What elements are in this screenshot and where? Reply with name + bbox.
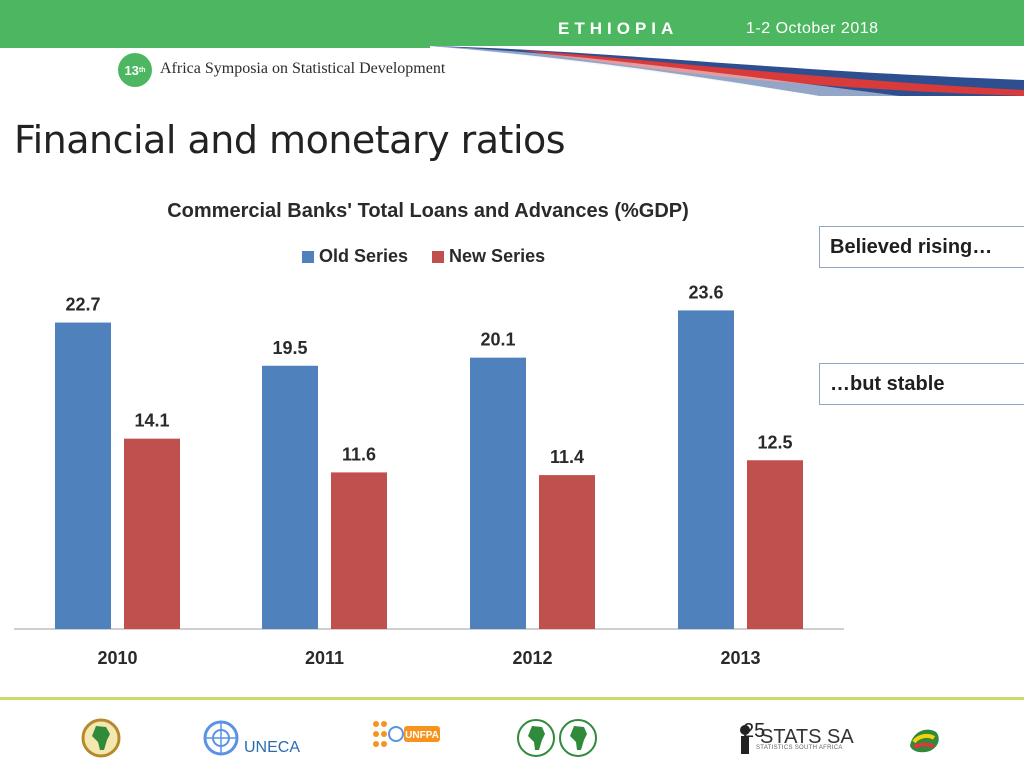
svg-text:UNFPA: UNFPA — [405, 730, 439, 741]
bar-new-series-2013 — [747, 460, 803, 629]
bar-new-series-2010 — [124, 438, 180, 629]
african-union-logo — [81, 718, 121, 758]
afdb-logo — [517, 719, 597, 757]
chart-title: Commercial Banks' Total Loans and Advanc… — [167, 200, 689, 222]
stats-sa-label: STATS SA — [760, 726, 854, 748]
unfpa-logo: UNFPA — [373, 721, 440, 747]
data-label-old-2010: 22.7 — [65, 295, 100, 315]
data-label-new-2013: 12.5 — [757, 432, 792, 452]
legend-item-old: Old Series — [302, 246, 408, 267]
page-title: Financial and monetary ratios — [14, 118, 566, 162]
stats-sa-figure-icon — [740, 725, 750, 754]
bar-old-series-2013 — [678, 310, 734, 629]
legend-label-old: Old Series — [319, 246, 409, 266]
badge-suffix: th — [138, 66, 146, 74]
stats-sa-sublabel: STATISTICS SOUTH AFRICA — [756, 745, 843, 751]
callout-but-stable: …but stable — [819, 363, 1024, 405]
banner-country: ETHIOPIA — [558, 19, 679, 38]
chart-legend: Old Series New Series — [302, 246, 545, 267]
bar-old-series-2012 — [470, 357, 526, 629]
data-label-old-2013: 23.6 — [688, 282, 723, 302]
banner-graphic — [0, 0, 1024, 96]
x-tick-label-2010: 2010 — [97, 648, 137, 668]
x-tick-label-2011: 2011 — [305, 648, 344, 668]
x-tick-label-2012: 2012 — [512, 648, 552, 668]
x-tick-label-2013: 2013 — [720, 648, 760, 668]
data-label-new-2011: 11.6 — [342, 444, 376, 464]
uneca-label: UNECA — [244, 739, 301, 756]
banner-date: 1-2 October 2018 — [746, 20, 879, 37]
un-logo — [203, 720, 239, 756]
legend-label-new: New Series — [449, 246, 546, 266]
data-label-old-2012: 20.1 — [480, 330, 515, 350]
legend-swatch-old — [302, 250, 314, 263]
bar-new-series-2011 — [331, 472, 387, 629]
footer-rule — [0, 697, 1024, 700]
data-label-old-2011: 19.5 — [272, 338, 307, 358]
data-label-new-2012: 11.4 — [550, 447, 584, 467]
legend-swatch-new — [432, 250, 445, 263]
ethiopia-logo — [910, 729, 939, 753]
badge-number: 13 — [124, 62, 139, 78]
bar-chart: 22.7 14.1 2010 19.5 11.6 2011 20.1 11.4 2012 23.6… — [14, 282, 844, 668]
callout-believed-rising: Believed rising… — [819, 226, 1024, 268]
legend-item-new: New Series — [432, 246, 545, 267]
bar-old-series-2010 — [55, 322, 111, 629]
page-number: 25 — [743, 720, 766, 742]
data-label-new-2010: 14.1 — [134, 411, 169, 431]
bar-old-series-2011 — [262, 365, 318, 629]
bar-new-series-2012 — [539, 475, 595, 629]
symposium-name: Africa Symposia on Statistical Developme… — [160, 60, 446, 77]
